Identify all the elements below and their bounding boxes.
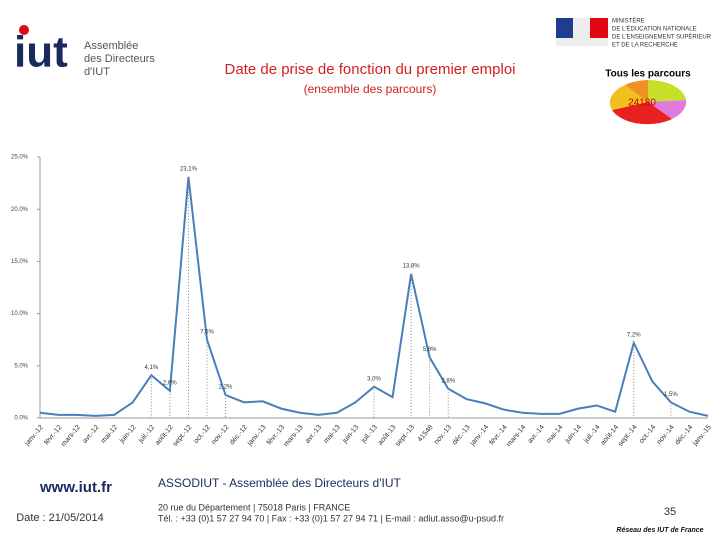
ministry-text: DE L'ÉDUCATION NATIONALE (612, 26, 697, 33)
x-tick-label: sept.-13 (394, 424, 416, 448)
data-label: 7,5% (200, 329, 214, 335)
site[interactable]: www.iut.fr (39, 479, 112, 496)
x-tick-label: avr.-13 (304, 424, 323, 445)
x-tick-label: oct.-12 (193, 424, 212, 445)
ministry-text: ET DE LA RECHERCHE (612, 43, 678, 49)
x-tick-label: juin-14 (564, 424, 584, 445)
logo-caption: d'IUT (84, 66, 110, 78)
logo: iut (14, 28, 68, 77)
x-tick-label: mars-13 (283, 424, 305, 448)
flag-blue (556, 18, 573, 38)
data-label: 4,1% (144, 365, 158, 371)
data-label: 23,1% (180, 166, 198, 172)
x-tick-label: avr.-12 (81, 424, 100, 445)
page-number: 35 (664, 506, 676, 518)
data-label: 7,2% (627, 332, 641, 338)
data-label: 2,2% (219, 385, 233, 391)
x-tick-label: mars-12 (60, 424, 82, 448)
inset-pie (609, 79, 687, 125)
ministry-text: DE L'ENSEIGNEMENT SUPÉRIEUR (612, 34, 712, 41)
address: 20 rue du Département | 75018 Paris | FR… (158, 502, 350, 512)
x-tick-label: sept.-14 (617, 424, 639, 448)
logo-caption: Assemblée (84, 40, 138, 52)
x-tick-label: janv.-12 (23, 424, 45, 448)
chart-subtitle: (ensemble des parcours) (304, 82, 437, 96)
x-tick-label: 41548 (417, 424, 435, 443)
y-tick-label: 25.0% (11, 155, 29, 161)
network: Réseau des IUT de France (616, 527, 703, 534)
flag-red (590, 18, 608, 38)
x-tick-label: avr.-14 (527, 424, 546, 445)
data-label: 2,6% (163, 380, 177, 386)
x-tick-label: mai-14 (545, 424, 564, 445)
x-tick-label: janv.-13 (246, 424, 268, 448)
data-label: 13,8% (403, 264, 421, 270)
date: Date : 21/05/2014 (16, 512, 103, 524)
x-tick-label: sept.-12 (172, 424, 194, 448)
inset-title: Tous les parcours (605, 69, 691, 80)
x-tick-label: juin-13 (341, 424, 361, 445)
x-tick-label: nov.-13 (433, 424, 453, 446)
data-label: 5,8% (423, 347, 437, 353)
x-tick-label: oct.-14 (638, 424, 657, 445)
y-tick-label: 5.0% (14, 363, 28, 369)
x-tick-label: janv.-15 (691, 424, 713, 448)
org: ASSODIUT - Assemblée des Directeurs d'IU… (158, 476, 401, 490)
logo-dot (19, 25, 29, 35)
y-tick-label: 20.0% (11, 207, 29, 213)
x-tick-label: nov.-12 (210, 424, 230, 446)
x-tick-label: mai-13 (323, 424, 342, 445)
data-label: 3,0% (367, 376, 381, 382)
x-tick-label: juin-12 (118, 424, 138, 445)
x-tick-label: mai-12 (100, 424, 119, 445)
y-tick-label: 0.0% (14, 416, 28, 422)
y-tick-label: 10.0% (11, 311, 29, 317)
x-tick-label: janv.-14 (469, 424, 491, 448)
data-label: 1,5% (664, 392, 678, 398)
contact: Tél. : +33 (0)1 57 27 94 70 | Fax : +33 … (158, 513, 504, 523)
site-box (10, 470, 142, 500)
data-label: 2,8% (441, 378, 455, 384)
ministry-text: MINISTÈRE (612, 18, 645, 25)
inset-label: 24180 (628, 98, 656, 109)
x-tick-label: mars-14 (506, 424, 528, 448)
chart-title: Date de prise de fonction du premier emp… (225, 61, 516, 78)
x-tick-label: nov.-14 (656, 424, 676, 446)
logo-caption: des Directeurs (84, 53, 155, 65)
y-tick-label: 15.0% (11, 259, 29, 265)
